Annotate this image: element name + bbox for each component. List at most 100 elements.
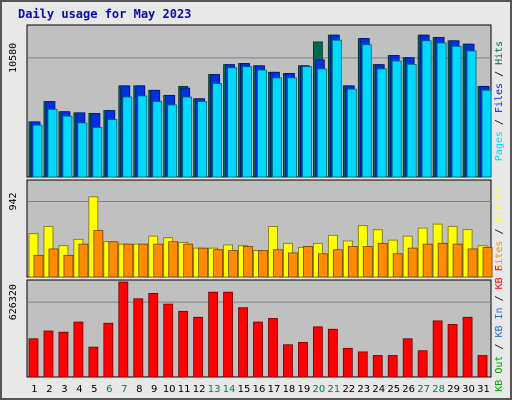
bar-sites: [482, 246, 493, 278]
bar-sites: [63, 254, 74, 278]
bar-sites: [213, 249, 224, 278]
y-tick-label: 942: [8, 192, 19, 210]
bar-kb-f: [118, 281, 129, 378]
x-tick-label: 13: [208, 384, 221, 395]
legend-entry: KB Out: [494, 356, 505, 392]
bar-sites: [317, 253, 328, 278]
x-tick-label: 26: [402, 384, 415, 395]
bar-kb-f: [178, 310, 189, 378]
x-tick-label: 31: [477, 384, 490, 395]
bar-pages: [287, 77, 297, 178]
x-tick-label: 24: [372, 384, 385, 395]
bar-sites: [347, 246, 358, 278]
bar-pages: [107, 119, 118, 178]
bar-pages: [257, 69, 267, 178]
bar-pages: [92, 127, 103, 178]
bar-kb-f: [148, 292, 159, 378]
bar-sites: [377, 242, 388, 278]
bar-kb-f: [372, 355, 383, 378]
legend-entry: KB In: [494, 307, 505, 337]
bar-pages: [391, 60, 402, 178]
bar-kb-f: [193, 316, 204, 378]
bar-sites: [407, 247, 418, 278]
legend-entry: /: [494, 222, 505, 240]
bar-pages: [451, 45, 462, 178]
bar-kb-f: [357, 351, 368, 378]
x-tick-label: 9: [151, 384, 157, 395]
x-tick-label: 22: [342, 384, 355, 395]
bar-sites: [467, 248, 478, 278]
bar-pages: [331, 39, 342, 178]
legend-entry: /: [494, 289, 505, 307]
bar-sites: [78, 243, 89, 278]
x-tick-label: 27: [417, 384, 430, 395]
bar-pages: [77, 122, 88, 178]
x-tick-label: 11: [178, 384, 191, 395]
x-tick-label: 23: [357, 384, 370, 395]
bar-kb-f: [447, 324, 458, 378]
bar-pages: [212, 83, 223, 178]
x-tick-label: 4: [76, 384, 82, 395]
legend-entry: Pages: [494, 131, 505, 161]
bar-pages: [242, 66, 252, 178]
legend-entry: /: [494, 338, 505, 356]
bar-pages: [376, 68, 387, 178]
x-tick-label: 15: [238, 384, 251, 395]
bar-sites: [228, 250, 238, 278]
legend-entry: KB F: [494, 265, 505, 289]
x-tick-label: 20: [313, 384, 326, 395]
bar-pages: [302, 66, 312, 178]
y-tick-label: 10580: [8, 43, 19, 73]
bar-kb-f: [28, 338, 39, 378]
bar-kb-f: [58, 331, 69, 378]
bar-sites: [33, 254, 44, 278]
bar-kb-f: [133, 298, 144, 378]
bar-pages: [316, 68, 327, 178]
x-tick-label: 16: [253, 384, 266, 395]
bar-sites: [243, 246, 253, 278]
bar-kb-f: [327, 328, 338, 378]
x-tick-label: 18: [283, 384, 296, 395]
bar-kb-f: [73, 321, 84, 378]
bar-pages: [167, 104, 178, 178]
x-axis-day-labels: 1 2 3 4 5 6 7 8 9 10 11 12 13 14 15 16 17 18 19 20 21 22 23 24 2…: [31, 384, 490, 395]
bar-kb-f: [402, 338, 413, 378]
legend-entry: Sites: [494, 241, 505, 271]
legend-entry: /: [494, 65, 505, 83]
x-tick-label: 17: [268, 384, 281, 395]
bar-sites: [153, 243, 164, 278]
bar-sites: [362, 246, 373, 278]
bar-kb-f: [43, 330, 54, 378]
legend-entry: Hits: [494, 41, 505, 65]
bar-sites: [437, 242, 448, 278]
x-tick-label: 12: [193, 384, 206, 395]
bar-kb-f: [238, 307, 248, 378]
bar-pages: [436, 42, 447, 178]
bar-sites: [273, 249, 283, 278]
bar-pages: [152, 101, 163, 178]
bar-kb-f: [283, 344, 293, 378]
bar-kb-f: [417, 350, 428, 378]
bar-sites: [183, 243, 194, 278]
x-tick-label: 25: [387, 384, 400, 395]
x-tick-label: 30: [462, 384, 475, 395]
bar-kb-f: [88, 346, 99, 378]
bar-pages: [272, 77, 282, 178]
bar-kb-f: [253, 321, 263, 378]
x-tick-label: 14: [223, 384, 236, 395]
x-tick-label: 19: [298, 384, 311, 395]
bar-kb-f: [312, 326, 323, 378]
bar-pages: [62, 115, 73, 178]
bar-pages: [182, 96, 193, 178]
bar-kb-f: [223, 291, 233, 378]
x-tick-label: 29: [447, 384, 460, 395]
bar-kb-f: [208, 291, 219, 378]
bar-kb-f: [342, 347, 353, 378]
legend-entry: Files: [494, 83, 505, 113]
bar-sites: [392, 253, 403, 278]
legend-label: Pages / Files / Hits: [494, 41, 505, 161]
panel-visits-sites: 942 Sites / Visits: [8, 179, 505, 278]
bar-sites: [452, 243, 463, 278]
